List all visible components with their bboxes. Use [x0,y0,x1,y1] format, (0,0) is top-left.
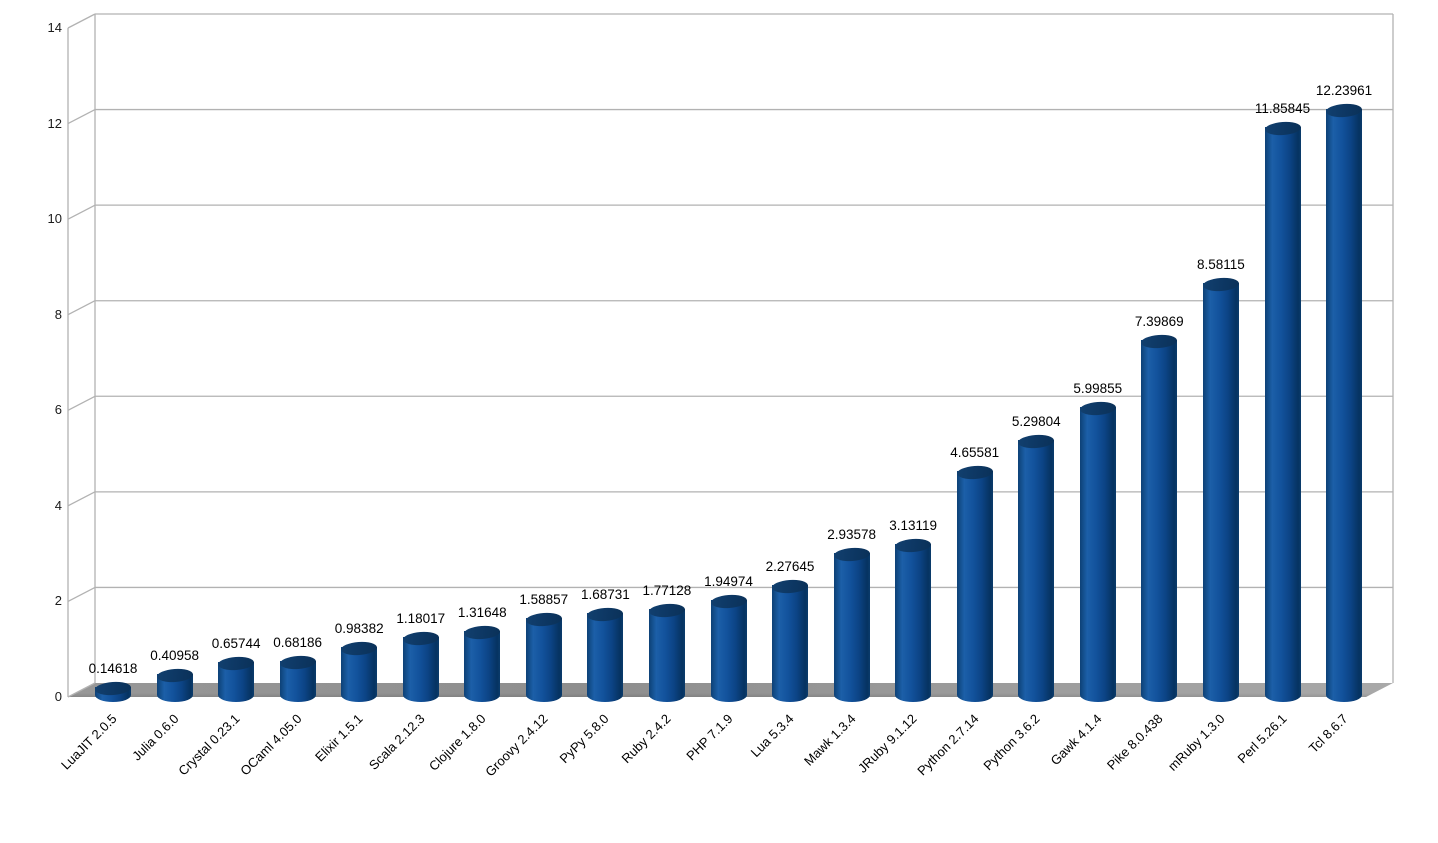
cylinder-bar [94,680,132,702]
cylinder-bar [525,611,563,702]
y-axis-tick-label: 10 [47,211,62,227]
cylinder-bar [402,630,440,702]
cylinder-bar [463,624,501,702]
cylinder-bar [833,546,871,702]
y-axis-tick-label: 8 [54,306,62,322]
cylinder-bar [279,654,317,702]
cylinder-bar [1202,277,1240,702]
bar-value-label: 0.98382 [334,620,384,636]
cylinder-bar [156,667,194,702]
y-axis-tick-label: 0 [54,689,62,704]
cylinder-bar [1079,400,1117,702]
cylinder-body [648,608,685,702]
bar-value-label: 2.93578 [827,527,876,543]
cylinder-body [833,553,870,702]
bar-value-label: 4.65581 [950,445,1000,460]
cylinder-bar [1140,333,1178,702]
cylinder-bar [1017,434,1055,702]
cylinder-body [464,630,501,702]
cylinder-bar [710,594,747,702]
y-axis-tick-label: 4 [54,497,62,513]
cylinder-body [1141,339,1178,702]
y-axis-tick-label: 12 [47,115,62,131]
y-axis-tick-label: 14 [47,20,62,35]
bar-value-label: 7.39869 [1134,313,1184,329]
bar-value-label: 11.85845 [1254,100,1311,116]
y-axis-tick-label: 6 [54,402,62,418]
bar-value-label: 1.68731 [580,586,630,602]
bar-value-label: 5.99855 [1073,380,1123,396]
y-axis-tick-label: 2 [54,593,62,609]
cylinder-bar [771,578,809,702]
cylinder-body [341,646,378,702]
cylinder-bar [340,640,378,702]
y-tick-connector [67,395,96,411]
y-tick-connector [67,108,96,125]
cylinder-bar [1264,120,1301,702]
cylinder-body [772,584,808,702]
cylinder-body [956,471,993,702]
y-tick-connector [67,204,96,220]
cylinder-body [525,617,562,702]
bar-value-label: 0.68186 [273,634,322,650]
bar-value-label: 1.31648 [457,604,507,620]
y-tick-connector [67,300,96,316]
cylinder-bar [1325,102,1363,702]
cylinder-body [402,637,439,702]
bar-value-label: 1.18017 [396,611,446,627]
bar-value-label: 1.58857 [519,591,569,607]
y-tick-connector [67,13,96,29]
cylinder-bar [648,602,686,702]
bar-value-label: 3.13119 [889,517,937,533]
cylinder-bar [586,606,624,702]
bar-value-label: 0.14618 [88,660,138,676]
cylinder-bar [894,537,932,702]
bar-value-label: 1.94974 [704,574,753,590]
bar-value-label: 2.27645 [765,558,815,574]
bar-value-label: 0.40958 [150,647,199,663]
cylinder-body [587,612,624,702]
bar-value-label: 5.29804 [1011,414,1061,430]
cylinder-body [1018,440,1055,702]
cylinder-body [1079,406,1116,702]
y-tick-connector [67,586,96,603]
y-tick-connector [67,491,96,507]
floor-left-edge [67,682,96,698]
cylinder-bar [956,464,994,702]
bar-value-label: 8.58115 [1196,257,1245,273]
cylinder-bar [217,655,255,702]
cylinder-body [1326,108,1362,702]
cylinder-body [895,543,932,702]
bar-value-label: 1.77128 [642,582,692,598]
cylinder-body [710,600,747,702]
cylinder-body [1202,283,1239,702]
bar-value-label: 12.23961 [1315,82,1373,98]
bar-value-label: 0.65744 [211,636,261,652]
benchmark-bar-chart: 0.14618 0.40958 0.65744 0.68186 0.98382 1.180… [47,13,1394,780]
cylinder-body [1264,126,1301,702]
